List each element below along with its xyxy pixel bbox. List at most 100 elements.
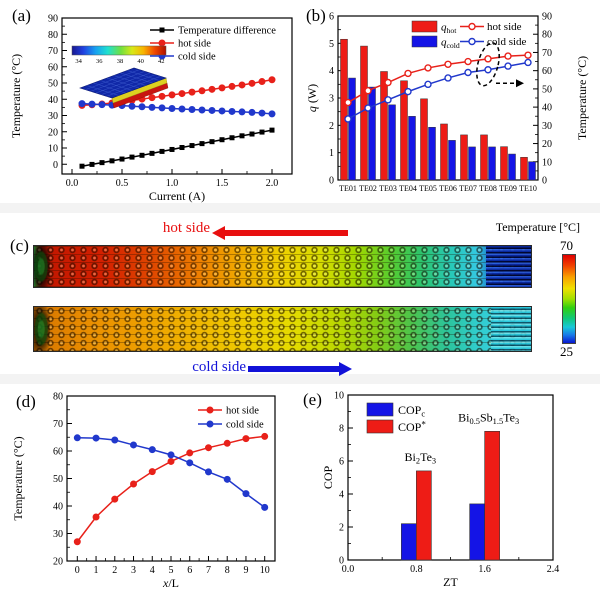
- svg-text:1: 1: [329, 148, 334, 159]
- svg-text:0: 0: [339, 556, 344, 567]
- svg-text:0.0: 0.0: [342, 564, 355, 575]
- svg-text:80: 80: [48, 30, 58, 41]
- cold-side-temperature-field: [33, 306, 532, 352]
- svg-text:2: 2: [339, 523, 344, 534]
- svg-text:50: 50: [53, 474, 63, 485]
- svg-text:2.0: 2.0: [266, 178, 279, 189]
- cell-pattern-overlay: [34, 307, 531, 351]
- hot-side-temperature-field: [33, 245, 532, 288]
- svg-text:TE07: TE07: [459, 184, 477, 193]
- colorbar-min-label: 25: [560, 344, 573, 359]
- svg-text:TE09: TE09: [499, 184, 517, 193]
- svg-text:qhot: qhot: [441, 22, 457, 36]
- svg-text:0.5: 0.5: [116, 178, 129, 189]
- svg-text:Temperature difference: Temperature difference: [178, 26, 276, 37]
- svg-text:2: 2: [112, 565, 117, 576]
- material-annotation: Bi2Te3: [405, 450, 437, 466]
- svg-text:34: 34: [75, 58, 82, 65]
- bar-groups: Bi2Te3 Bi0.5Sb1.5Te3: [401, 410, 519, 561]
- svg-text:COP*: COP*: [398, 419, 426, 434]
- arrow-shaft: [222, 230, 348, 236]
- svg-text:60: 60: [542, 66, 552, 77]
- panel-label-b: (b): [306, 6, 326, 25]
- x-axis-label: ZT: [443, 575, 458, 589]
- svg-text:42: 42: [158, 58, 165, 65]
- svg-text:4: 4: [339, 490, 344, 501]
- panel-label-d: (d): [16, 392, 36, 411]
- x-axis-label: x/L: [162, 576, 179, 590]
- svg-text:40: 40: [53, 502, 63, 513]
- svg-text:qcold: qcold: [441, 37, 460, 51]
- y-axis-label: COP: [322, 466, 335, 490]
- inset-colorbar: 34 36 38 40 42: [71, 45, 167, 65]
- svg-text:6: 6: [187, 565, 192, 576]
- svg-text:4: 4: [329, 66, 334, 77]
- svg-text:1.5: 1.5: [216, 178, 229, 189]
- svg-text:36: 36: [96, 58, 103, 65]
- svg-text:10: 10: [48, 144, 58, 155]
- svg-text:0: 0: [329, 176, 334, 187]
- arrow-head-left-icon: [212, 226, 225, 240]
- svg-text:TE10: TE10: [519, 184, 537, 193]
- svg-text:80: 80: [53, 392, 63, 403]
- svg-text:cold side: cold side: [178, 52, 216, 63]
- svg-text:hot side: hot side: [487, 21, 522, 33]
- outlet-streamlines: [491, 307, 531, 351]
- series-Temperature-difference: [79, 127, 275, 169]
- svg-text:1.0: 1.0: [166, 178, 179, 189]
- svg-text:0: 0: [75, 565, 80, 576]
- series-cold-side: [73, 434, 269, 511]
- svg-text:TE05: TE05: [419, 184, 437, 193]
- svg-text:COPc: COPc: [398, 403, 425, 419]
- cold-side-label: cold side: [192, 359, 246, 375]
- svg-text:40: 40: [137, 58, 144, 65]
- svg-text:80: 80: [542, 30, 552, 41]
- svg-text:TE08: TE08: [479, 184, 497, 193]
- panel-label-c: (c): [10, 236, 29, 255]
- svg-text:9: 9: [243, 565, 248, 576]
- svg-text:TE04: TE04: [399, 184, 417, 193]
- legend: hot side cold side: [198, 406, 264, 431]
- svg-text:5: 5: [329, 39, 334, 50]
- svg-text:TE02: TE02: [359, 184, 377, 193]
- svg-text:10: 10: [542, 157, 552, 168]
- svg-text:20: 20: [48, 127, 58, 138]
- svg-text:10: 10: [334, 391, 344, 402]
- svg-text:TE06: TE06: [439, 184, 457, 193]
- svg-text:3: 3: [131, 565, 136, 576]
- svg-text:20: 20: [53, 557, 63, 568]
- material-annotation: Bi0.5Sb1.5Te3: [458, 410, 519, 426]
- svg-text:7: 7: [206, 565, 211, 576]
- outlet-streamlines: [486, 246, 531, 287]
- inlet-vortex: [34, 307, 50, 351]
- y-axis-right-label: Temperature (°C): [575, 56, 589, 140]
- x-axis-label: Current (A): [149, 189, 205, 203]
- svg-text:4: 4: [150, 565, 155, 576]
- cell-pattern-overlay: [34, 246, 531, 287]
- svg-text:0.8: 0.8: [410, 564, 423, 575]
- arrow-shaft: [248, 366, 342, 372]
- svg-text:40: 40: [542, 103, 552, 114]
- svg-text:6: 6: [339, 457, 344, 468]
- svg-text:1.6: 1.6: [478, 564, 491, 575]
- svg-text:0.0: 0.0: [66, 178, 79, 189]
- svg-text:10: 10: [260, 565, 270, 576]
- svg-text:70: 70: [542, 48, 552, 59]
- axes: 0 1 2 3 4 5 6 7 8 9 10 20 30 40 50 60 70 80: [53, 392, 276, 576]
- svg-text:2: 2: [329, 121, 334, 132]
- svg-text:8: 8: [225, 565, 230, 576]
- panel-d-temperature-vs-xl-chart: 0 1 2 3 4 5 6 7 8 9 10 20 30 40 50 60 70 80 x/L Temperature…: [11, 392, 276, 590]
- svg-text:30: 30: [542, 121, 552, 132]
- panel-label-e: (e): [303, 390, 322, 409]
- svg-text:TE01: TE01: [339, 184, 357, 193]
- svg-text:cold side: cold side: [226, 420, 264, 431]
- y-axis-label: Temperature (°C): [9, 54, 23, 138]
- axes: 0.0 0.5 1.0 1.5 2.0 0 10 20 30 40 50 60 70 80 90: [48, 14, 293, 189]
- svg-text:3: 3: [329, 94, 334, 105]
- axes: 0.0 0.8 1.6 2.4 0 2 4 6 8 10: [334, 391, 559, 576]
- svg-text:50: 50: [48, 79, 58, 90]
- series-hot-side: [344, 51, 532, 107]
